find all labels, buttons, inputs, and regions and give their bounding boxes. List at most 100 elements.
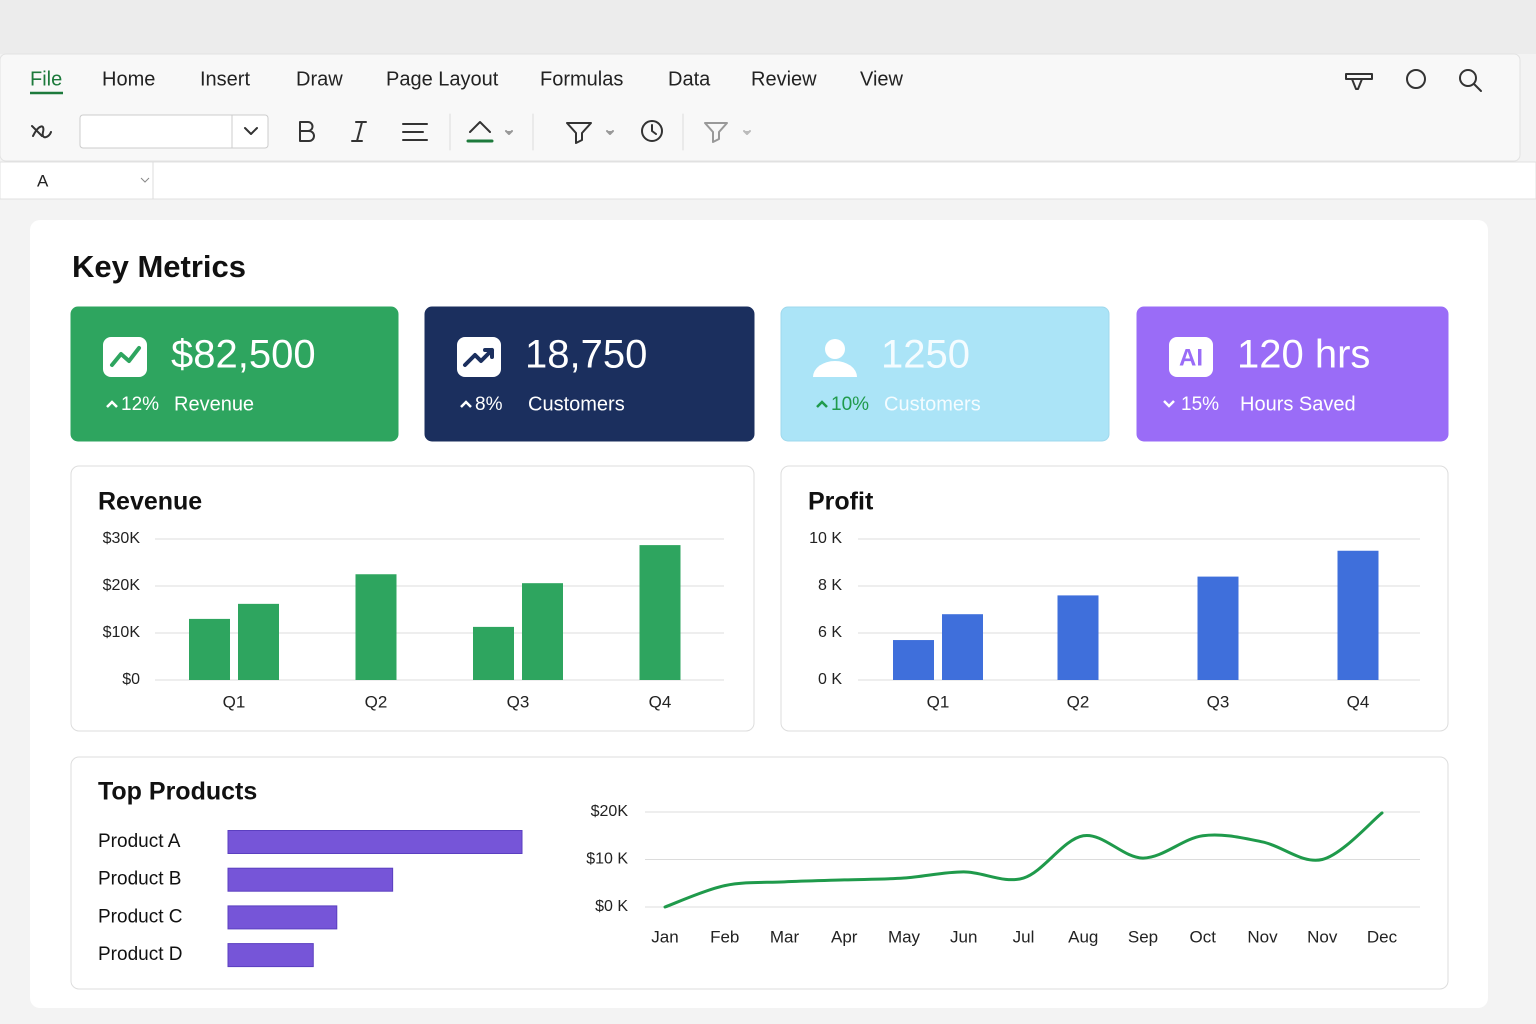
history-hands bbox=[651, 124, 657, 135]
kpi-icon bbox=[825, 339, 845, 359]
menu-tab[interactable]: Review bbox=[751, 68, 817, 90]
menu-tab[interactable]: Formulas bbox=[540, 68, 623, 90]
bar bbox=[227, 905, 338, 930]
bar bbox=[942, 614, 983, 680]
x-tick-label: Jul bbox=[1013, 927, 1035, 946]
x-tick-label: Q4 bbox=[649, 692, 672, 711]
format-icon[interactable] bbox=[1345, 73, 1373, 90]
kpi-icon-glyph bbox=[463, 348, 494, 367]
font-dropdown[interactable] bbox=[244, 127, 258, 135]
bar bbox=[227, 830, 523, 854]
y-tick-label: 6 K bbox=[818, 624, 842, 641]
kpi-label: Customers bbox=[528, 393, 625, 415]
products-panel bbox=[70, 756, 1449, 990]
x-tick-label: Mar bbox=[770, 927, 800, 946]
x-tick-label: Q2 bbox=[1067, 692, 1090, 711]
kpi-card bbox=[780, 306, 1110, 442]
align-icon[interactable] bbox=[402, 123, 428, 141]
formula-bar bbox=[0, 161, 1536, 200]
x-tick-label: Nov bbox=[1247, 927, 1278, 946]
menu-tab[interactable]: Draw bbox=[296, 68, 343, 90]
fill-icon[interactable] bbox=[469, 121, 491, 133]
menu-tab[interactable]: Insert bbox=[200, 68, 250, 90]
chart-title: Revenue bbox=[98, 488, 202, 516]
dropdown[interactable] bbox=[505, 130, 513, 135]
kpi-change: 10% bbox=[831, 394, 869, 415]
x-tick-label: May bbox=[888, 927, 921, 946]
x-tick-label: Feb bbox=[710, 927, 739, 946]
search-icon[interactable] bbox=[1459, 69, 1477, 87]
clear-icon[interactable] bbox=[31, 125, 52, 139]
kpi-icon bbox=[813, 361, 857, 377]
x-tick-label: Q1 bbox=[223, 692, 246, 711]
bold-icon[interactable] bbox=[299, 121, 315, 142]
kpi-trend-arrow bbox=[106, 400, 118, 408]
bar bbox=[473, 626, 514, 680]
x-tick-label: Q2 bbox=[365, 692, 388, 711]
y-tick-label: $0 K bbox=[595, 898, 628, 915]
kpi-trend-arrow bbox=[460, 400, 472, 408]
product-label: Product C bbox=[98, 906, 182, 927]
chart-title: Top Products bbox=[98, 778, 257, 806]
kpi-value: 120 hrs bbox=[1237, 333, 1370, 377]
product-label: Product B bbox=[98, 869, 181, 890]
y-tick-label: $30K bbox=[103, 530, 141, 547]
bar bbox=[639, 545, 681, 680]
menu-tab[interactable]: File bbox=[30, 68, 62, 90]
menu-tab[interactable]: Home bbox=[102, 68, 155, 90]
x-tick-label: Nov bbox=[1307, 927, 1338, 946]
history-icon[interactable] bbox=[641, 120, 663, 142]
font-box[interactable] bbox=[79, 114, 269, 149]
kpi-value: 18,750 bbox=[525, 333, 647, 377]
menu-tab[interactable]: Page Layout bbox=[386, 68, 499, 90]
bar bbox=[1337, 550, 1379, 680]
menu-tab[interactable]: Data bbox=[668, 68, 711, 90]
x-tick-label: Dec bbox=[1367, 927, 1398, 946]
kpi-icon-glyph bbox=[110, 346, 141, 367]
dropdown[interactable] bbox=[743, 130, 751, 135]
kpi-icon bbox=[1169, 337, 1213, 377]
dropdown[interactable] bbox=[606, 130, 614, 135]
x-tick-label: Apr bbox=[831, 927, 858, 946]
menu-tab[interactable]: View bbox=[860, 68, 904, 90]
y-tick-label: 10 K bbox=[809, 530, 842, 547]
chart-title: Profit bbox=[808, 488, 874, 516]
kpi-trend-arrow bbox=[1163, 400, 1175, 408]
bar bbox=[1197, 576, 1239, 680]
toolbar bbox=[31, 113, 751, 151]
italic-icon[interactable] bbox=[351, 121, 367, 142]
y-tick-label: $20K bbox=[591, 803, 629, 820]
search-handle bbox=[1473, 83, 1482, 92]
bar bbox=[238, 603, 279, 680]
x-tick-label: Jun bbox=[950, 927, 977, 946]
y-tick-label: $10 K bbox=[586, 851, 628, 868]
title-bar bbox=[0, 0, 1536, 54]
x-tick-label: Aug bbox=[1068, 927, 1098, 946]
y-tick-label: $10K bbox=[103, 624, 141, 641]
bar bbox=[522, 583, 563, 680]
x-tick-label: Jan bbox=[651, 927, 678, 946]
kpi-card bbox=[424, 306, 755, 442]
line bbox=[663, 811, 1384, 909]
name-box[interactable]: A bbox=[37, 171, 49, 190]
filter-icon[interactable] bbox=[566, 122, 592, 144]
kpi-trend-arrow bbox=[816, 400, 828, 408]
kpi-label: Revenue bbox=[174, 393, 254, 415]
x-tick-label: Q4 bbox=[1347, 692, 1370, 711]
kpi-label: Customers bbox=[884, 393, 981, 415]
name-box-dropdown[interactable] bbox=[140, 177, 150, 183]
dashboard-title: Key Metrics bbox=[72, 249, 246, 284]
x-tick-label: Sep bbox=[1128, 927, 1158, 946]
kpi-icon-text: AI bbox=[1179, 344, 1203, 371]
sync-icon[interactable] bbox=[1406, 69, 1426, 89]
bar bbox=[189, 618, 230, 680]
kpi-card bbox=[70, 306, 399, 442]
kpi-value: $82,500 bbox=[171, 333, 316, 377]
x-tick-label: Q3 bbox=[507, 692, 530, 711]
filter-icon-disabled[interactable] bbox=[704, 122, 728, 143]
y-tick-label: 8 K bbox=[818, 577, 842, 594]
product-label: Product A bbox=[98, 831, 181, 852]
bar bbox=[1057, 595, 1099, 680]
